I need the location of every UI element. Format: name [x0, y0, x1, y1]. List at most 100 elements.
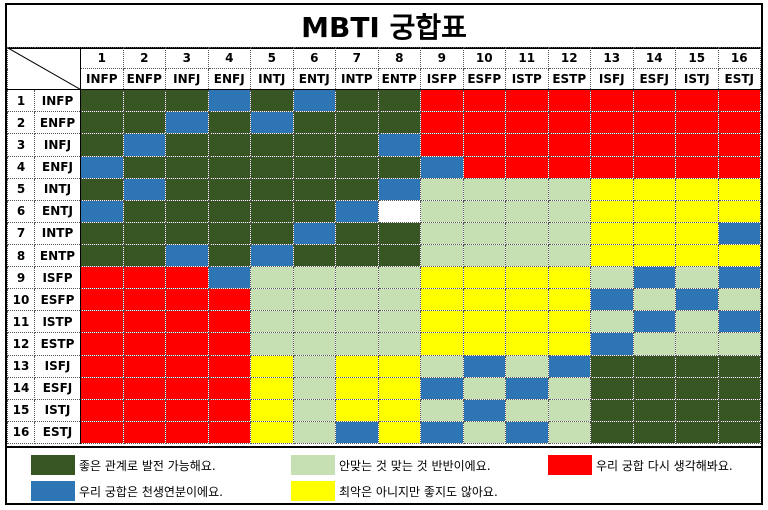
compatibility-cell: [462, 199, 506, 223]
compatibility-cell: [632, 332, 676, 356]
compatibility-cell: [590, 133, 634, 157]
compatibility-cell: [462, 332, 506, 356]
compatibility-cell: [335, 266, 379, 290]
compatibility-cell: [207, 199, 251, 223]
compatibility-cell: [632, 376, 676, 400]
compatibility-cell: [335, 89, 379, 113]
column-type: ENFJ: [207, 68, 251, 91]
compatibility-cell: [122, 398, 166, 422]
row-type: ISTJ: [34, 398, 81, 422]
compatibility-cell: [717, 332, 761, 356]
column-number: 16: [717, 46, 761, 70]
row-type: ESTJ: [34, 420, 81, 445]
compatibility-cell: [675, 376, 719, 400]
legend-item-mixed: 안맞는 것 맞는 것 반반이에요.: [291, 455, 491, 475]
table-row: 3 INFJ: [7, 133, 761, 157]
table-row: 4 ENFJ: [7, 155, 761, 179]
compatibility-cell: [250, 376, 294, 400]
column-type: ESTP: [547, 68, 591, 91]
compatibility-cell: [122, 288, 166, 312]
compatibility-cell: [717, 310, 761, 334]
compatibility-cell: [505, 288, 549, 312]
table-row: 11 ISTP: [7, 310, 761, 334]
compatibility-cell: [80, 332, 124, 356]
table-row: 8 ENTP: [7, 243, 761, 268]
compatibility-cell: [590, 111, 634, 135]
compatibility-cell: [207, 266, 251, 290]
column-type: ESTJ: [717, 68, 761, 91]
column-number: 8: [377, 46, 421, 70]
row-type: ENTP: [34, 243, 81, 268]
compatibility-cell: [80, 133, 124, 157]
compatibility-cell: [377, 199, 421, 223]
compatibility-cell: [122, 376, 166, 400]
row-type: INFJ: [34, 133, 81, 157]
compatibility-cell: [292, 133, 336, 157]
compatibility-cell: [590, 266, 634, 290]
compatibility-cell: [505, 199, 549, 223]
compatibility-cell: [335, 133, 379, 157]
compatibility-cell: [462, 354, 506, 378]
column-type: ISTJ: [675, 68, 719, 91]
compatibility-cell: [335, 111, 379, 135]
compatibility-cell: [632, 243, 676, 268]
compatibility-cell: [462, 243, 506, 268]
compatibility-cell: [165, 266, 209, 290]
column-number: 2: [122, 46, 166, 70]
row-number: 2: [7, 111, 35, 135]
compatibility-cell: [675, 310, 719, 334]
compatibility-cell: [420, 266, 464, 290]
compatibility-cell: [207, 155, 251, 179]
compatibility-cell: [292, 420, 336, 445]
compatibility-cell: [377, 133, 421, 157]
compatibility-cell: [207, 420, 251, 445]
legend-swatch-best: [31, 481, 75, 501]
compatibility-cell: [420, 133, 464, 157]
compatibility-cell: [547, 376, 591, 400]
compatibility-cell: [377, 243, 421, 268]
compatibility-cell: [590, 310, 634, 334]
compatibility-cell: [632, 89, 676, 113]
compatibility-cell: [80, 221, 124, 245]
row-type: ENFJ: [34, 155, 81, 179]
compatibility-cell: [590, 398, 634, 422]
compatibility-cell: [335, 332, 379, 356]
compatibility-cell: [377, 177, 421, 201]
compatibility-cell: [420, 288, 464, 312]
compatibility-cell: [165, 221, 209, 245]
table-row: 12 ESTP: [7, 332, 761, 356]
compatibility-cell: [505, 398, 549, 422]
compatibility-cell: [462, 310, 506, 334]
compatibility-cell: [590, 177, 634, 201]
compatibility-cell: [632, 221, 676, 245]
compatibility-cell: [632, 155, 676, 179]
compatibility-cell: [80, 288, 124, 312]
compatibility-cell: [165, 133, 209, 157]
compatibility-cell: [675, 221, 719, 245]
compatibility-cell: [547, 111, 591, 135]
row-number: 4: [7, 155, 35, 179]
legend-label-meh: 최악은 아니지만 좋지도 않아요.: [339, 484, 498, 499]
column-number: 5: [250, 46, 294, 70]
compatibility-cell: [590, 376, 634, 400]
compatibility-cell: [80, 111, 124, 135]
row-type: ESFJ: [34, 376, 81, 400]
compatibility-cell: [717, 266, 761, 290]
row-number: 6: [7, 199, 35, 223]
row-type: ENTJ: [34, 199, 81, 223]
compatibility-cell: [590, 199, 634, 223]
legend-item-good: 좋은 관계로 발전 가능해요.: [31, 455, 216, 475]
row-type: ESFP: [34, 288, 81, 312]
compatibility-cell: [250, 89, 294, 113]
compatibility-cell: [250, 288, 294, 312]
compatibility-cell: [292, 266, 336, 290]
compatibility-cell: [122, 310, 166, 334]
table-row: 6 ENTJ: [7, 199, 761, 223]
compatibility-cell: [462, 89, 506, 113]
compatibility-cell: [207, 133, 251, 157]
compatibility-cell: [207, 310, 251, 334]
compatibility-cell: [207, 221, 251, 245]
compatibility-cell: [165, 177, 209, 201]
compatibility-cell: [335, 177, 379, 201]
compatibility-cell: [505, 89, 549, 113]
